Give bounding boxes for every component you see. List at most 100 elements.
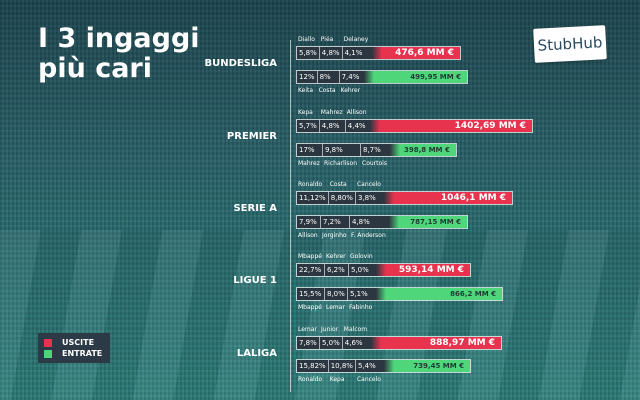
percent-cell: 15,5% Mbappé — [297, 288, 325, 311]
player-name: Ronaldo — [298, 181, 323, 188]
total-value: 476,6 MM € — [371, 47, 460, 59]
legend-out-swatch — [44, 338, 52, 347]
percent-cell: 7,4% Kehrer — [339, 71, 364, 94]
player-name: Lemar — [298, 326, 317, 333]
outgoing-bar: 5,7% Kepa 4,8% Mahrez 4,4% Allison 1402,69 MM … — [296, 109, 533, 133]
total-value: 888,97 MM € — [370, 337, 501, 349]
player-name: Kehrer — [326, 253, 346, 260]
league-label: LALIGA — [236, 348, 277, 359]
percent-value: 7,8% — [299, 339, 317, 347]
percent-cell: 5,1% Fabinho — [348, 288, 376, 311]
percent-value: 8,80% — [330, 194, 353, 202]
incoming-bar: 17% Mahrez 9,8% Richarlison 8,7% Courtois 398,… — [296, 143, 457, 167]
legend-out: USCITE — [44, 337, 104, 348]
percent-cell: 5,0% Golovin — [349, 253, 376, 276]
percent-cell: 5,7% Kepa — [297, 109, 320, 132]
player-name: Lemar — [326, 304, 345, 311]
percent-value: 11,12% — [299, 194, 326, 202]
percent-cell: 4,8% Piéa — [319, 36, 343, 59]
percent-cell: 15,82% Ronaldo — [297, 360, 329, 383]
percent-value: 5,4% — [357, 362, 376, 370]
player-name: Courtois — [362, 160, 387, 167]
title-line-1: I 3 ingaggi — [38, 23, 200, 54]
player-name: Cancelo — [356, 376, 381, 383]
percent-cell: 4,8% F. Anderson — [350, 216, 389, 239]
percent-value: 4,6% — [344, 339, 363, 347]
percent-cell: 5,8% Diallo — [297, 36, 320, 59]
incoming-bar: 15,82% Ronaldo 10,8% Kepa 5,4% Cancelo 739,45 … — [296, 359, 471, 383]
percent-cell: 4,1% Delaney — [342, 36, 372, 59]
total-value: 866,2 MM € — [376, 288, 502, 300]
percent-cell: 9,8% Richarlison — [323, 144, 361, 167]
legend-in: ENTRATE — [44, 348, 104, 359]
percent-cell: 3,8% Cancelo — [355, 181, 384, 204]
player-name: Mbappé — [298, 253, 322, 260]
total-value: 739,45 MM € — [383, 360, 470, 372]
percent-cell: 6,2% Kehrer — [325, 253, 349, 276]
title-line-2: più cari — [38, 53, 152, 84]
player-name: Piéa — [320, 36, 334, 43]
percent-cell: 8,80% Costa — [328, 181, 356, 204]
percent-value: 9,8% — [325, 146, 343, 154]
percent-value: 4,8% — [352, 218, 370, 226]
percent-value: 15,82% — [299, 362, 326, 370]
incoming-bar: 7,9% Allison 7,2% Jorginho 4,8% F. Anderson 78… — [296, 215, 468, 239]
player-name: Keita — [298, 87, 314, 94]
league-label: PREMIER — [226, 131, 277, 142]
outgoing-bar: 7,8% Lemar 5,0% Junior 4,6% Malcom 888,97 MM € — [296, 326, 502, 350]
player-name: Kehrer — [340, 87, 361, 94]
percent-value: 3,8% — [357, 194, 376, 202]
incoming-bar: 15,5% Mbappé 8,0% Lemar 5,1% Fabinho 866,2 MM … — [296, 287, 503, 311]
player-name: Costa — [318, 87, 336, 94]
percent-value: 5,1% — [350, 290, 368, 298]
league-label: BUNDESLIGA — [204, 58, 278, 69]
percent-cell: 8% Costa — [317, 71, 340, 94]
legend: USCITE ENTRATE — [38, 333, 110, 363]
player-name: Malcom — [343, 326, 368, 333]
percent-cell: 17% Mahrez — [297, 144, 323, 167]
player-name: Cancelo — [356, 181, 381, 188]
player-name: Richarlison — [324, 160, 358, 167]
percent-cell: 22,7% Mbappé — [297, 253, 325, 276]
legend-out-label: USCITE — [62, 338, 95, 347]
divider-line — [290, 40, 291, 392]
player-name: F. Anderson — [351, 232, 386, 239]
legend-in-swatch — [44, 349, 52, 358]
player-name: Mbappé — [298, 304, 322, 311]
legend-in-label: ENTRATE — [62, 349, 103, 358]
percent-cell: 7,8% Lemar — [297, 326, 320, 349]
outgoing-bar: 22,7% Mbappé 6,2% Kehrer 5,0% Golovin 593,14 M… — [296, 253, 471, 277]
percent-value: 7,2% — [323, 218, 341, 226]
percent-cell: 4,4% Allison — [345, 109, 370, 132]
player-name: Mahrez — [298, 160, 320, 167]
player-name: Allison — [346, 109, 367, 116]
total-value: 787,15 MM € — [389, 216, 467, 228]
percent-value: 5,0% — [351, 266, 369, 274]
percent-cell: 7,9% Allison — [297, 216, 321, 239]
percent-cell: 8,0% Lemar — [325, 288, 348, 311]
percent-value: 6,2% — [327, 266, 345, 274]
percent-value: 4,8% — [321, 49, 340, 57]
percent-value: 7,9% — [299, 218, 317, 226]
percent-value: 4,8% — [321, 122, 340, 130]
percent-cell: 8,7% Courtois — [361, 144, 390, 167]
total-value: 499,95 MM € — [363, 71, 467, 83]
incoming-bar: 12% Keita 8% Costa 7,4% Kehrer 499,95 MM € — [296, 70, 468, 94]
page-title: I 3 ingaggi più cari — [38, 24, 200, 84]
player-name: Ronaldo — [298, 376, 323, 383]
player-name: Allison — [298, 232, 318, 239]
player-name: Kepa — [329, 376, 345, 383]
percent-cell: 5,0% Junior — [320, 326, 343, 349]
percent-value: 5,0% — [322, 339, 340, 347]
percent-value: 22,7% — [299, 266, 322, 274]
player-name: Mahrez — [320, 109, 343, 116]
percent-cell: 7,2% Jorginho — [321, 216, 350, 239]
player-name: Diallo — [298, 36, 315, 43]
percent-value: 4,4% — [347, 122, 366, 130]
percent-cell: 5,4% Cancelo — [355, 360, 384, 383]
percent-cell: 11,12% Ronaldo — [297, 181, 329, 204]
percent-value: 15,5% — [299, 290, 322, 298]
percent-cell: 4,6% Malcom — [342, 326, 371, 349]
percent-cell: 12% Keita — [297, 71, 318, 94]
percent-value: 4,1% — [344, 49, 363, 57]
